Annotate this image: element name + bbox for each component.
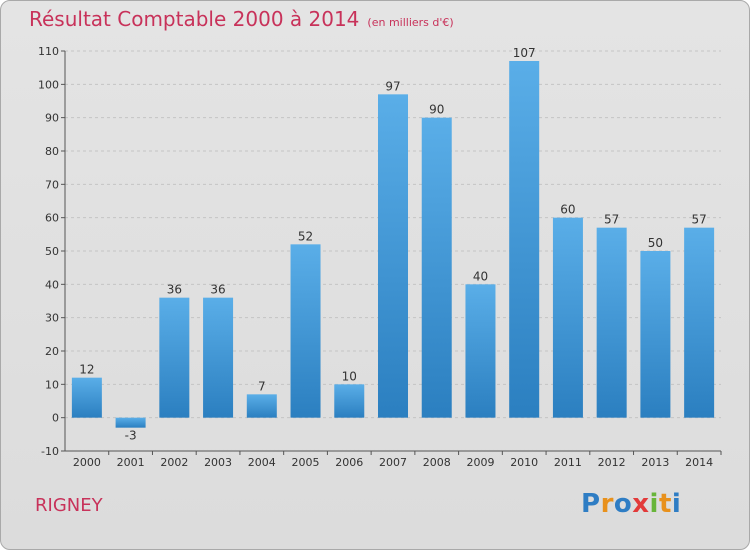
bars <box>71 61 715 428</box>
value-label-2011: 60 <box>560 203 575 217</box>
x-tick-label-2004: 2004 <box>248 456 276 469</box>
y-tick-label: 20 <box>45 345 59 358</box>
bar-2009 <box>465 284 496 418</box>
y-tick-label: 70 <box>45 178 59 191</box>
value-label-2004: 7 <box>258 379 266 393</box>
y-tick-label: 110 <box>38 45 59 58</box>
y-tick-label: 10 <box>45 378 59 391</box>
value-label-2013: 50 <box>648 236 663 250</box>
y-tick-label: 50 <box>45 245 59 258</box>
bar-2003 <box>203 297 234 418</box>
x-tick-label-2003: 2003 <box>204 456 232 469</box>
logo-letter: i <box>671 489 682 519</box>
x-tick-label-2013: 2013 <box>641 456 669 469</box>
value-label-2010: 107 <box>513 46 536 60</box>
bar-2012 <box>596 227 627 418</box>
logo-letter: t <box>658 489 672 519</box>
y-tick-label: 60 <box>45 212 59 225</box>
value-label-2006: 10 <box>342 369 357 383</box>
x-tick-label-2012: 2012 <box>598 456 626 469</box>
x-tick-label-2002: 2002 <box>160 456 188 469</box>
bar-2010 <box>509 61 540 418</box>
x-tick-label-2001: 2001 <box>117 456 145 469</box>
bar-2008 <box>421 117 452 418</box>
value-label-2008: 90 <box>429 103 444 117</box>
value-label-2002: 36 <box>167 283 182 297</box>
logo-letter: i <box>649 489 659 519</box>
x-tick-label-2005: 2005 <box>292 456 320 469</box>
labels: -10 0 10 20 30 40 50 60 70 80 90 100 110 12 2000 -3 2001… <box>38 45 713 469</box>
logo-letter: x <box>632 489 650 519</box>
y-tick-label: -10 <box>41 445 59 458</box>
value-label-2001: -3 <box>125 429 137 443</box>
logo-letter: o <box>613 489 633 519</box>
bar-2007 <box>378 94 408 418</box>
value-label-2005: 52 <box>298 229 313 243</box>
x-tick-label-2006: 2006 <box>335 456 363 469</box>
y-tick-label: 100 <box>38 78 59 91</box>
logo-letter: r <box>600 489 614 519</box>
logo-letter: P <box>581 489 601 519</box>
y-tick-label: 80 <box>45 145 59 158</box>
bar-2004 <box>246 394 277 418</box>
bar-2001 <box>115 417 146 428</box>
value-label-2000: 12 <box>79 363 94 377</box>
x-tick-label-2008: 2008 <box>423 456 451 469</box>
bar-2011 <box>552 217 583 418</box>
x-tick-label-2007: 2007 <box>379 456 407 469</box>
bar-2006 <box>334 384 365 418</box>
x-tick-label-2009: 2009 <box>466 456 494 469</box>
y-tick-label: 30 <box>45 312 59 325</box>
value-label-2009: 40 <box>473 269 488 283</box>
x-tick-label-2000: 2000 <box>73 456 101 469</box>
value-label-2003: 36 <box>210 283 225 297</box>
y-tick-label: 0 <box>52 412 59 425</box>
chart-title: Résultat Comptable 2000 à 2014 (en millie… <box>29 7 454 31</box>
value-label-2014: 57 <box>691 213 706 227</box>
bar-2014 <box>684 227 715 418</box>
y-tick-label: 90 <box>45 112 59 125</box>
commune-name: RIGNEY <box>35 495 103 516</box>
value-label-2012: 57 <box>604 213 619 227</box>
x-tick-label-2011: 2011 <box>554 456 582 469</box>
bar-2005 <box>290 244 321 418</box>
bar-2002 <box>159 297 190 418</box>
chart-subtitle: (en milliers d'€) <box>367 16 454 29</box>
chart-title-text: Résultat Comptable 2000 à 2014 <box>29 7 360 31</box>
x-tick-label-2010: 2010 <box>510 456 538 469</box>
proxiti-logo: Proxiti <box>581 489 681 519</box>
bar-2013 <box>640 251 671 418</box>
axes <box>61 50 722 455</box>
y-tick-label: 40 <box>45 278 59 291</box>
bar-2000 <box>71 377 102 418</box>
x-tick-label-2014: 2014 <box>685 456 713 469</box>
value-label-2007: 97 <box>385 79 400 93</box>
